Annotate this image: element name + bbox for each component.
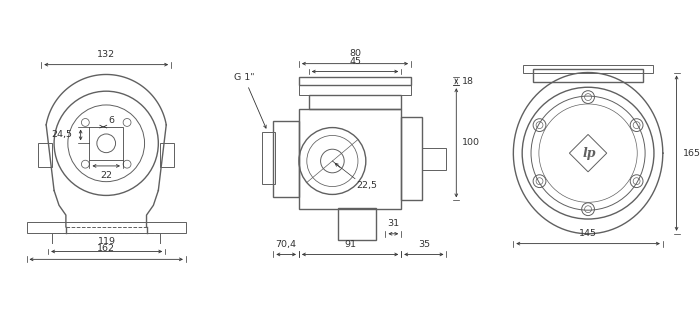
Bar — [38, 143, 52, 167]
Text: 22: 22 — [100, 171, 112, 180]
Bar — [160, 143, 174, 167]
Text: 70,4: 70,4 — [276, 240, 297, 248]
Bar — [274, 121, 299, 197]
Text: 18: 18 — [462, 77, 474, 86]
Bar — [523, 65, 653, 72]
Text: lp: lp — [582, 147, 596, 160]
Text: 91: 91 — [344, 240, 356, 248]
Text: 100: 100 — [462, 138, 480, 147]
Text: 31: 31 — [387, 219, 400, 228]
Bar — [27, 222, 186, 233]
Text: 119: 119 — [98, 236, 116, 245]
Bar — [262, 132, 275, 184]
Bar — [299, 85, 411, 95]
Text: G 1": G 1" — [234, 73, 266, 128]
Text: 165: 165 — [682, 149, 700, 158]
Bar — [90, 127, 123, 160]
Text: 35: 35 — [418, 240, 430, 248]
Text: 132: 132 — [97, 50, 116, 59]
Text: 6: 6 — [108, 116, 114, 125]
Text: 162: 162 — [97, 245, 116, 254]
Bar — [533, 68, 643, 82]
Bar — [338, 208, 376, 240]
Bar — [299, 78, 411, 85]
Text: 24,5: 24,5 — [52, 130, 73, 139]
Bar — [299, 109, 401, 209]
Text: 80: 80 — [349, 49, 361, 58]
Bar — [422, 148, 447, 170]
Text: 145: 145 — [579, 229, 597, 238]
Text: 45: 45 — [349, 57, 361, 66]
Bar — [309, 95, 401, 109]
Bar — [401, 117, 422, 200]
Text: 22,5: 22,5 — [356, 181, 377, 190]
